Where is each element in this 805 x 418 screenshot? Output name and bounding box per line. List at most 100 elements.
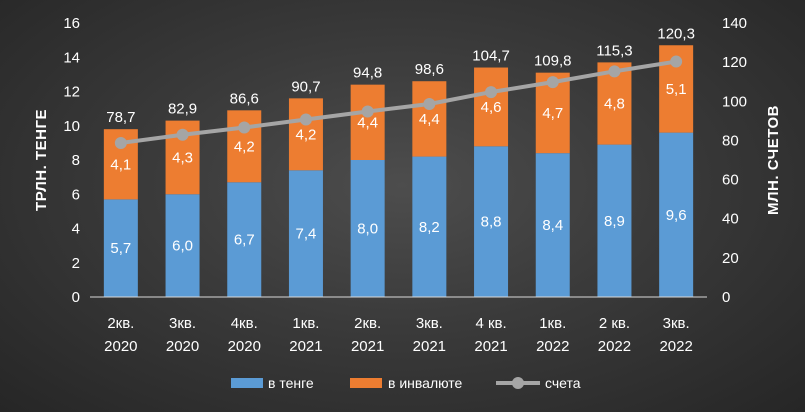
y-tick-label: 2 — [72, 255, 80, 272]
point-scheta — [670, 55, 683, 68]
point-scheta — [176, 128, 189, 141]
data-label-tenge: 8,8 — [481, 214, 502, 231]
bar-invalyuta — [288, 98, 323, 171]
point-scheta — [299, 113, 312, 126]
data-label-tenge: 8,4 — [542, 217, 563, 234]
y-tick-label: 10 — [63, 118, 80, 135]
data-label-scheta: 82,9 — [168, 101, 197, 118]
y-right-tick-label: 100 — [722, 93, 747, 110]
bar-tenge — [103, 199, 138, 297]
data-label-tenge: 8,2 — [419, 219, 440, 236]
x-tick-label: 3кв. — [416, 315, 443, 332]
data-label-invalyuta: 4,6 — [481, 99, 502, 116]
legend-label-tenge: в тенге — [268, 375, 314, 391]
y-tick-label: 16 — [63, 15, 80, 32]
data-label-invalyuta: 4,2 — [234, 138, 255, 155]
x-tick-label-year: 2020 — [166, 338, 199, 355]
x-tick-label: 4кв. — [231, 315, 258, 332]
x-tick-label-year: 2021 — [413, 338, 446, 355]
y-tick-label: 12 — [63, 84, 80, 101]
data-label-invalyuta: 4,4 — [419, 111, 440, 128]
x-tick-label-year: 2022 — [659, 338, 692, 355]
data-label-scheta: 109,8 — [534, 53, 572, 70]
data-label-tenge: 8,0 — [357, 221, 378, 238]
y-right-tick-label: 80 — [722, 132, 739, 149]
data-label-tenge: 6,7 — [234, 232, 255, 249]
y-tick-label: 14 — [63, 49, 80, 66]
data-label-invalyuta: 4,1 — [110, 156, 131, 173]
x-tick-label: 1кв. — [539, 315, 566, 332]
bar-tenge — [412, 156, 447, 297]
data-label-invalyuta: 4,3 — [172, 149, 193, 166]
data-label-scheta: 78,7 — [106, 109, 135, 126]
bar-tenge — [474, 146, 509, 297]
bar-tenge — [535, 153, 570, 297]
point-scheta — [361, 105, 374, 118]
legend-swatch-invalyuta — [350, 378, 382, 388]
legend-label-scheta: счета — [545, 375, 581, 391]
data-label-scheta: 98,6 — [415, 61, 444, 78]
y-right-axis-title: МЛН. СЧЕТОВ — [765, 105, 782, 215]
bar-tenge — [350, 160, 385, 297]
data-label-scheta: 86,6 — [230, 90, 259, 107]
data-label-invalyuta: 4,8 — [604, 95, 625, 112]
y-right-tick-label: 60 — [722, 172, 739, 189]
x-tick-label-year: 2021 — [289, 338, 322, 355]
x-tick-label: 2кв. — [354, 315, 381, 332]
x-tick-label: 2кв. — [107, 315, 134, 332]
x-tick-label-year: 2020 — [228, 338, 261, 355]
data-label-invalyuta: 5,1 — [666, 81, 687, 98]
y-right-tick-label: 0 — [722, 289, 730, 306]
data-label-invalyuta: 4,2 — [296, 126, 317, 143]
x-tick-label-year: 2022 — [536, 338, 569, 355]
data-label-scheta: 104,7 — [472, 48, 510, 65]
point-scheta — [114, 136, 127, 149]
point-scheta — [423, 98, 436, 111]
y-tick-label: 4 — [72, 221, 80, 238]
x-tick-label-year: 2020 — [104, 338, 137, 355]
legend-swatch-tenge — [231, 378, 263, 388]
data-label-tenge: 6,0 — [172, 238, 193, 255]
bar-invalyuta — [474, 67, 509, 147]
x-tick-label: 3кв. — [169, 315, 196, 332]
y-right-tick-label: 40 — [722, 211, 739, 228]
data-label-tenge: 8,9 — [604, 213, 625, 230]
data-label-scheta: 90,7 — [291, 78, 320, 95]
data-label-tenge: 5,7 — [110, 240, 131, 257]
legend-swatch-scheta-marker — [512, 377, 524, 389]
y-right-tick-label: 20 — [722, 250, 739, 267]
y-tick-label: 8 — [72, 152, 80, 169]
x-tick-label-year: 2021 — [474, 338, 507, 355]
x-tick-label: 4 кв. — [475, 315, 506, 332]
point-scheta — [546, 76, 559, 89]
x-tick-label-year: 2021 — [351, 338, 384, 355]
bar-invalyuta — [412, 81, 447, 157]
point-scheta — [238, 121, 251, 134]
point-scheta — [485, 86, 498, 99]
y-axis-title: ТРЛН. ТЕНГЕ — [33, 109, 50, 211]
bar-tenge — [597, 144, 632, 297]
bar-tenge — [659, 132, 694, 297]
data-label-scheta: 120,3 — [657, 25, 695, 42]
y-tick-label: 0 — [72, 289, 80, 306]
x-tick-label: 3кв. — [663, 315, 690, 332]
x-tick-label-year: 2022 — [598, 338, 631, 355]
line-scheta — [120, 59, 677, 145]
bar-invalyuta — [350, 84, 385, 160]
y-right-tick-label: 140 — [722, 15, 747, 32]
bar-tenge — [227, 182, 262, 297]
y-tick-label: 6 — [72, 186, 80, 203]
data-label-invalyuta: 4,7 — [542, 105, 563, 122]
x-tick-label: 1кв. — [292, 315, 319, 332]
x-tick-label: 2 кв. — [599, 315, 630, 332]
y-right-tick-label: 120 — [722, 54, 747, 71]
data-label-tenge: 9,6 — [666, 207, 687, 224]
bar-tenge — [288, 170, 323, 297]
point-scheta — [608, 65, 621, 78]
bar-tenge — [165, 194, 200, 297]
data-label-scheta: 94,8 — [353, 65, 382, 82]
data-label-invalyuta: 4,4 — [357, 114, 378, 131]
legend-label-invalyuta: в инвалюте — [388, 375, 463, 391]
data-label-scheta: 115,3 — [596, 42, 632, 59]
